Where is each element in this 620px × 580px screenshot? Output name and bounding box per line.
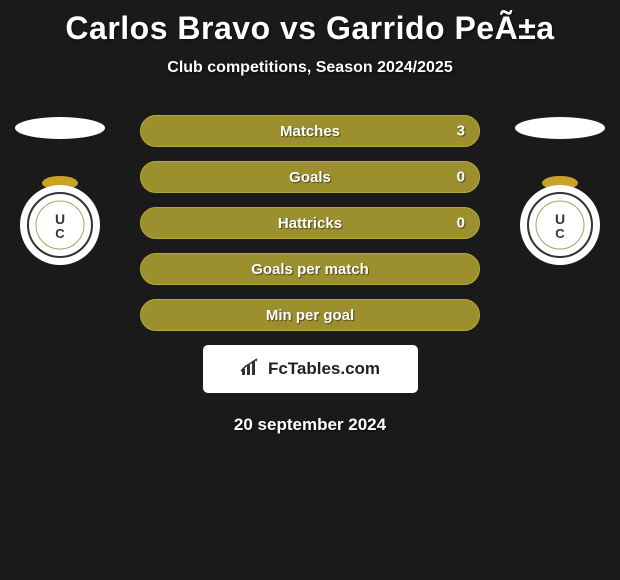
player-left-placeholder	[15, 117, 105, 139]
player-right-placeholder	[515, 117, 605, 139]
stat-label: Min per goal	[266, 307, 354, 324]
stat-value: 3	[457, 123, 465, 140]
main-content: U C U C Matches 3 Goals 0 Hatt	[0, 115, 620, 435]
stat-label: Hattricks	[278, 215, 342, 232]
stat-row-matches: Matches 3	[140, 115, 480, 147]
brand-text: FcTables.com	[268, 359, 380, 379]
stat-label: Matches	[280, 123, 340, 140]
svg-text:C: C	[55, 226, 65, 241]
brand-box[interactable]: FcTables.com	[203, 345, 418, 393]
page-title: Carlos Bravo vs Garrido PeÃ±a	[0, 0, 620, 47]
date-text: 20 september 2024	[0, 415, 620, 435]
stat-value: 0	[457, 169, 465, 186]
stat-label: Goals	[289, 169, 331, 186]
player-left-crest: U C	[10, 175, 110, 272]
stats-list: Matches 3 Goals 0 Hattricks 0 Goals per …	[140, 115, 480, 331]
stat-value: 0	[457, 215, 465, 232]
svg-text:U: U	[555, 211, 565, 227]
chart-icon	[240, 357, 262, 382]
stat-row-hattricks: Hattricks 0	[140, 207, 480, 239]
stat-row-goals-per-match: Goals per match	[140, 253, 480, 285]
player-left-area: U C	[10, 115, 110, 272]
svg-text:U: U	[55, 211, 65, 227]
player-right-area: U C	[510, 115, 610, 272]
stat-row-min-per-goal: Min per goal	[140, 299, 480, 331]
stat-row-goals: Goals 0	[140, 161, 480, 193]
player-right-crest: U C	[510, 175, 610, 272]
svg-text:C: C	[555, 226, 565, 241]
stat-label: Goals per match	[251, 261, 369, 278]
subtitle: Club competitions, Season 2024/2025	[0, 59, 620, 77]
